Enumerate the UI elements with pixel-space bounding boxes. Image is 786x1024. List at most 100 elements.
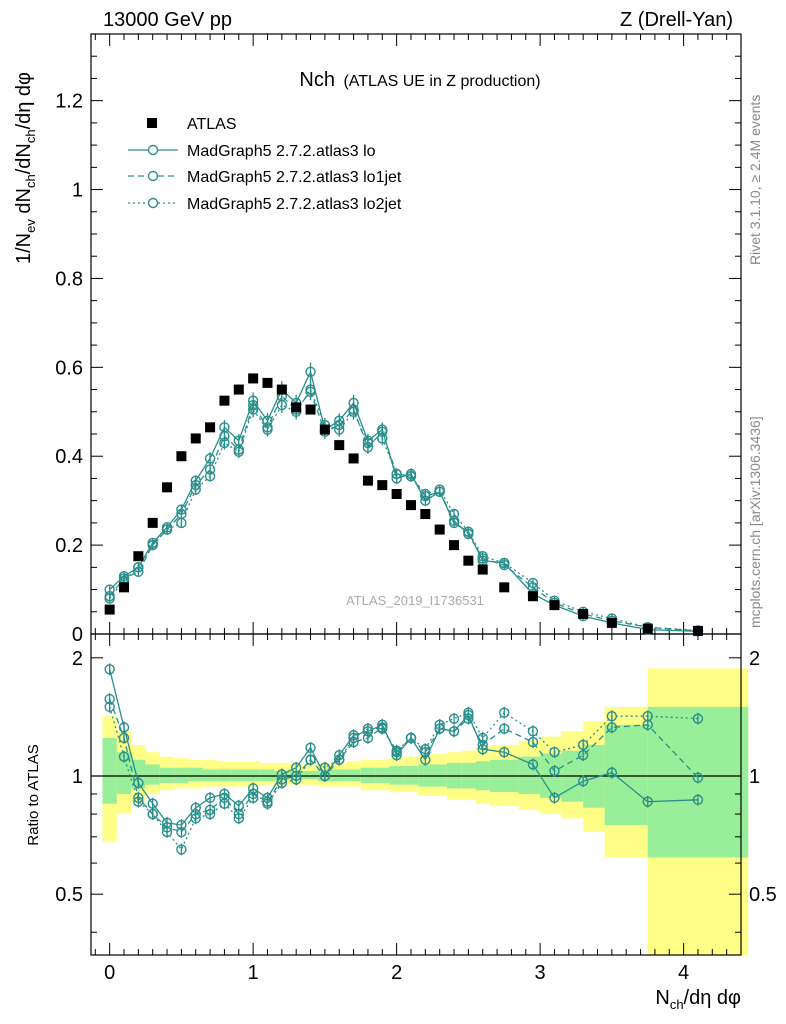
ratio-series-2-marker: [348, 732, 359, 744]
ratio-band-green: [375, 767, 390, 783]
mc-series-2-marker: [204, 471, 216, 482]
chart-title-main: Nch: [299, 69, 335, 91]
mc-series-2-marker: [219, 437, 230, 449]
atlas-data-point: [449, 540, 460, 551]
atlas-data-point: [291, 402, 302, 413]
chart-title: Nch (ATLAS UE in Z production): [299, 69, 540, 91]
ratio-series-0-line: [109, 669, 699, 826]
ratio-band-green: [260, 769, 275, 782]
ratio-band-green: [245, 769, 261, 782]
ratio-series-2-marker: [448, 713, 460, 724]
ratio-series-2-marker: [233, 813, 244, 824]
atlas-data-point: [642, 623, 653, 634]
ratio-band-green: [174, 767, 189, 783]
ratio-series-1-marker: [176, 826, 187, 838]
atlas-data-point: [692, 625, 703, 636]
x-axis-label: Nch/dη dφ: [655, 987, 741, 1012]
ratio-series-0-marker: [527, 759, 539, 770]
ratio-series-2-marker: [305, 754, 316, 765]
ratio-series-0-marker: [104, 664, 115, 675]
ratio-series-2-marker: [463, 707, 474, 718]
x-tick-label: 0: [104, 962, 115, 984]
y-axis-label-top: 1/Nev dNch/dNch/dη dφ: [13, 72, 38, 264]
mc-series-0-marker: [305, 366, 316, 377]
mc-series-2-marker: [233, 446, 244, 457]
legend-label-0: ATLAS: [187, 116, 237, 133]
ratio-series-2-marker: [527, 726, 539, 737]
mc-series-2-marker: [176, 517, 187, 529]
atlas-data-point: [248, 373, 259, 384]
ratio-y-tick-label: 0.5: [55, 884, 83, 906]
ratio-series-0-marker: [606, 767, 618, 778]
ratio-y-tick-label-right: 0.5: [749, 884, 777, 906]
atlas-data-point: [606, 617, 617, 628]
mc-series-2-marker: [499, 557, 510, 569]
ratio-series-2-marker: [276, 777, 288, 789]
mc-series-2-marker: [448, 508, 460, 520]
mc-series-1-line: [109, 390, 699, 632]
ratio-y-tick-label: 2: [72, 648, 83, 670]
ratio-series-2-marker: [405, 732, 417, 744]
ratio-series-2-marker: [133, 796, 144, 807]
atlas-data-point: [377, 480, 388, 491]
mc-series-2-marker: [377, 433, 388, 444]
atlas-data-point: [362, 475, 373, 486]
atlas-data-point: [463, 555, 474, 566]
atlas-data-point: [499, 582, 510, 593]
ratio-band-green: [332, 769, 347, 782]
mc-series-2-line: [109, 388, 699, 632]
y-tick-label: 0: [72, 624, 83, 646]
y-tick-label: 0.8: [55, 268, 83, 290]
mc-series-2-marker: [348, 406, 359, 417]
watermark: ATLAS_2019_I1736531: [346, 593, 484, 608]
ratio-series-1-marker: [692, 772, 704, 783]
rivet-label: Rivet 3.1.10, ≥ 2.4M events: [747, 95, 763, 265]
legend-label-1: MadGraph5 2.7.2.atlas3 lo: [187, 143, 376, 160]
atlas-data-point: [305, 404, 316, 415]
ratio-series-1-marker: [527, 736, 539, 748]
y-axis-label-ratio: Ratio to ATLAS: [25, 744, 42, 845]
mc-series-2-marker: [305, 384, 316, 395]
axes: 0 1 2 3 4 0 0.2 0.4 0.6 0.8 1 1.2 0.5 0.5 1 1 2 2: [55, 33, 777, 984]
mc-series-2-marker: [334, 424, 345, 435]
mc-series-2-marker: [463, 526, 474, 537]
ratio-series-2-marker: [362, 723, 374, 734]
atlas-data-point: [119, 582, 130, 593]
y-tick-label: 0.6: [55, 357, 83, 379]
ratio-series-2-marker: [549, 746, 560, 758]
ratio-series-0-marker: [549, 792, 560, 804]
ratio-series-1-marker: [499, 723, 510, 734]
ratio-band-green: [346, 769, 361, 782]
ratio-series-1-marker: [118, 732, 130, 744]
atlas-data-point: [334, 440, 345, 451]
header-right: Z (Drell-Yan): [620, 9, 733, 31]
y-tick-label: 0.4: [55, 446, 83, 468]
ratio-band-green: [102, 737, 117, 804]
ratio-series-2-marker: [219, 798, 230, 809]
atlas-data-point: [405, 500, 416, 511]
ratio-series-2-marker: [477, 732, 488, 744]
mc-series-2-marker: [133, 562, 144, 573]
x-tick-label: 1: [248, 962, 259, 984]
ratio-series-2-marker: [420, 744, 431, 755]
legend-marker-0: [147, 144, 159, 156]
ratio-band-green: [159, 767, 175, 783]
mc-series-2-marker: [362, 437, 374, 449]
atlas-data-point: [133, 551, 144, 562]
data-series: [104, 362, 704, 856]
ratio-panel-frame: [90, 633, 742, 956]
mc-series-2-marker: [262, 424, 273, 435]
ratio-series-2-marker: [104, 701, 115, 713]
legend-label-3: MadGraph5 2.7.2.atlas3 lo2jet: [187, 196, 402, 213]
ratio-band-green: [360, 767, 376, 783]
mc-series-2-marker: [104, 593, 115, 604]
mc-series-2-marker: [405, 471, 417, 482]
atlas-data-point: [477, 564, 488, 575]
ratio-y-tick-label: 1: [72, 766, 83, 788]
mc-series-2-marker: [434, 484, 445, 495]
ratio-series-0-marker: [204, 792, 216, 804]
legend-marker-1: [147, 170, 159, 182]
ratio-y-tick-label-right: 1: [749, 766, 760, 788]
ratio-series-2-marker: [290, 774, 302, 785]
